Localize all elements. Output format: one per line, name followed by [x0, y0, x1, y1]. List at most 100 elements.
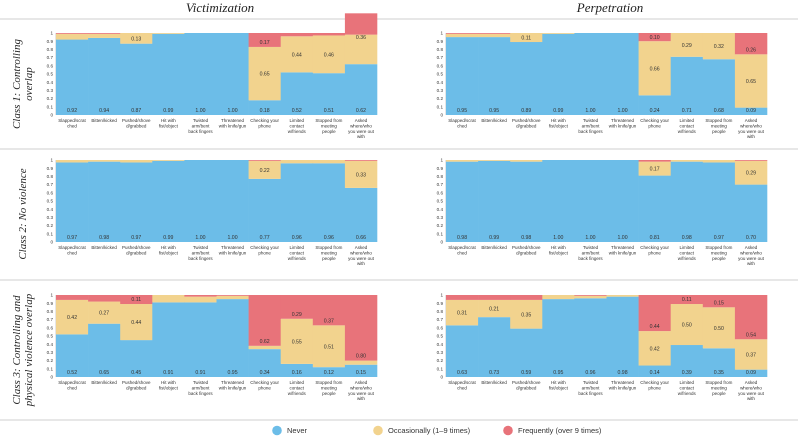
y-tick-label: 0.4: [437, 207, 444, 212]
bar-segment-occasionally: [88, 301, 121, 324]
row-title-line: Class 1: Controlling: [11, 38, 23, 129]
bar-segment-never: [120, 162, 153, 242]
category-label-line: d/grabbed: [516, 250, 537, 255]
category-label: Hit with fist/object: [549, 380, 569, 390]
category-label-line: back fingers: [188, 391, 213, 396]
category-label-line: Stopped from: [705, 245, 732, 250]
category-label-line: Twisted: [583, 245, 599, 250]
category-label-line: with knife/gun: [609, 250, 637, 255]
bar-segment-occasionally: [478, 33, 511, 38]
data-label-never: 0.45: [131, 370, 141, 376]
bar-segment-frequently: [638, 295, 671, 332]
y-tick-label: 0.3: [437, 88, 444, 93]
bar-segment-frequently: [734, 160, 768, 161]
bar-segment-never: [280, 163, 314, 242]
category-label-line: Threatened: [221, 118, 245, 123]
data-label-frequently: 0.54: [746, 332, 756, 338]
category-label-line: where/who: [740, 385, 762, 390]
category-label-line: fist/object: [549, 123, 569, 128]
category-label-line: back fingers: [578, 256, 603, 261]
bar-segment-occasionally: [120, 304, 153, 341]
category-label-line: Checking your: [640, 380, 669, 385]
y-tick-label: 0.6: [47, 325, 54, 330]
category-label-line: with: [747, 134, 755, 139]
y-tick-label: 0.4: [437, 80, 444, 85]
bar-segment-occasionally: [312, 325, 346, 368]
bar-segment-occasionally: [248, 46, 281, 101]
bar-segment-occasionally: [478, 160, 511, 161]
category-label: Checking your phone: [250, 118, 279, 128]
category-label-line: ched: [67, 250, 77, 255]
y-tick-label: 0.9: [47, 166, 54, 171]
legend-label: Occasionally (1–9 times): [388, 426, 471, 435]
category-label-line: contact: [679, 385, 694, 390]
bar-segment-never: [446, 37, 479, 115]
bar-segment-frequently: [312, 33, 346, 36]
category-label-line: phone: [648, 385, 661, 390]
y-tick-label: 0.8: [47, 309, 54, 314]
category-label: Checking your phone: [640, 380, 669, 390]
row-title-class-1: Class 1: Controllingoverlap: [11, 38, 35, 129]
data-label-occasionally: 0.46: [324, 52, 334, 58]
bar-segment-never: [574, 298, 607, 377]
bar-segment-never: [280, 72, 314, 115]
data-label-never: 0.52: [67, 370, 77, 376]
row-title-class-3: Class 3: Controlling andphysical violenc…: [11, 293, 35, 407]
category-label-line: contact: [289, 250, 304, 255]
category-label-line: people: [322, 391, 336, 396]
data-label-frequently: 0.10: [650, 35, 660, 41]
legend-label: Never: [287, 426, 308, 435]
category-label: Limited contact w/friends: [678, 245, 697, 261]
bar-segment-never: [216, 160, 249, 242]
category-label-line: with knife/gun: [219, 385, 247, 390]
y-tick-label: 0.1: [437, 104, 444, 109]
category-label-line: arm/bent: [192, 250, 211, 255]
bar-segment-occasionally: [56, 33, 89, 40]
category-label-line: d/grabbed: [126, 123, 147, 128]
category-label-line: with: [357, 261, 365, 266]
y-tick-label: 0.2: [437, 96, 444, 101]
category-label: Slapped/scrat ched: [58, 380, 86, 390]
data-label-never: 0.65: [99, 370, 109, 376]
data-label-never: 0.35: [714, 370, 724, 376]
data-label-occasionally: 0.55: [292, 339, 302, 345]
row-title-line: Class 3: Controlling and: [11, 295, 23, 405]
data-label-never: 0.96: [292, 235, 302, 241]
bar-segment-occasionally: [702, 160, 736, 163]
data-label-never: 1.00: [617, 235, 627, 241]
bar-segment-frequently: [248, 295, 281, 346]
category-label: Limited contact w/friends: [288, 245, 307, 261]
bar-segment-never: [510, 161, 543, 242]
category-label-line: Bitten/kicked: [481, 380, 507, 385]
category-label-line: arm/bent: [582, 123, 601, 128]
category-label-line: w/friends: [678, 391, 697, 396]
data-label-never: 1.00: [585, 235, 595, 241]
category-label-line: Pushed/shove: [512, 245, 541, 250]
bar-segment-occasionally: [510, 160, 543, 162]
category-label: Twisted arm/bent back fingers: [578, 380, 603, 396]
y-tick-label: 0.6: [47, 190, 54, 195]
bar-segment-frequently: [670, 295, 704, 305]
category-label-line: meeting: [711, 123, 728, 128]
category-label-line: w/friends: [678, 129, 697, 134]
y-tick-label: 0.7: [47, 182, 54, 187]
category-label-line: Slapped/scrat: [58, 380, 86, 385]
category-label-line: meeting: [321, 385, 338, 390]
category-label-line: Twisted: [193, 380, 209, 385]
y-tick-label: 0.5: [437, 72, 444, 77]
y-tick-label: 0.9: [47, 301, 54, 306]
bar-segment-never: [312, 367, 346, 377]
data-label-never: 0.15: [356, 370, 366, 376]
y-tick-label: 0.3: [47, 350, 54, 355]
category-label-line: Slapped/scrat: [448, 380, 476, 385]
data-label-never: 0.99: [489, 235, 499, 241]
y-tick-label: 1: [440, 31, 443, 36]
data-label-never: 0.24: [650, 108, 660, 114]
data-label-never: 0.91: [195, 370, 205, 376]
bar-segment-occasionally: [446, 33, 479, 38]
category-label: Checking your phone: [640, 118, 669, 128]
data-label-occasionally: 0.50: [714, 326, 724, 332]
category-label-line: Limited: [289, 118, 304, 123]
data-label-occasionally: 0.65: [260, 72, 270, 78]
y-tick-label: 0.1: [437, 231, 444, 236]
